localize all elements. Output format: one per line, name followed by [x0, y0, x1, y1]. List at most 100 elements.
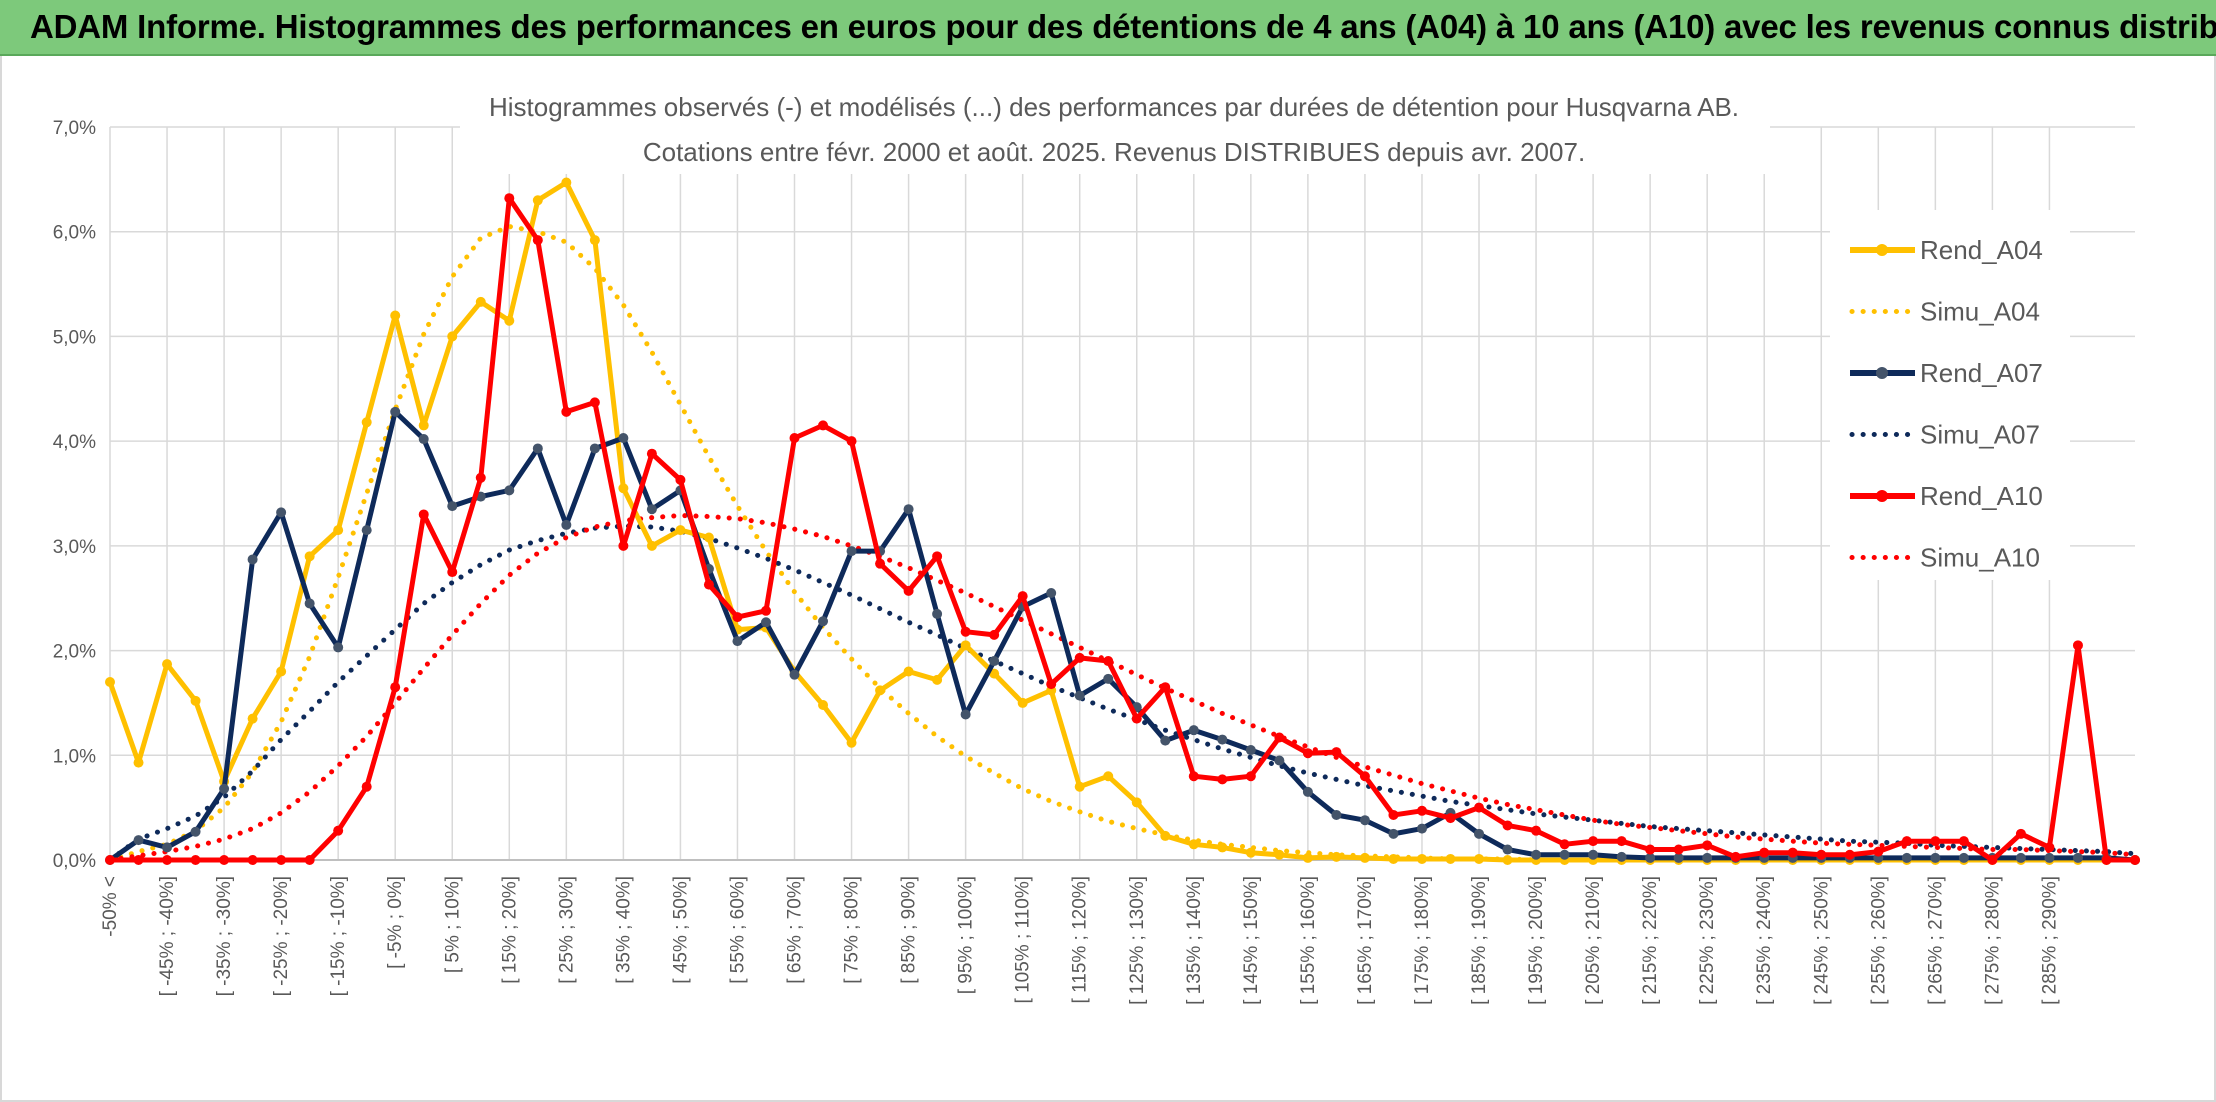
chart-series [105, 177, 2140, 865]
legend-marker [1876, 367, 1888, 379]
data-point [190, 855, 201, 865]
data-point [1502, 820, 1513, 831]
data-point [247, 855, 258, 865]
data-point [1702, 852, 1713, 863]
data-point [1388, 809, 1399, 820]
data-point [1245, 847, 1256, 858]
data-point [1673, 844, 1684, 855]
data-point [2072, 640, 2083, 651]
x-tick-label: [ -45% ; -40%] [157, 876, 178, 996]
data-point [1074, 781, 1085, 792]
legend-entry-rend-a04: Rend_A04 [1850, 235, 2043, 265]
data-point [1245, 771, 1256, 782]
data-point [105, 676, 115, 687]
data-point [247, 554, 258, 565]
data-point [1702, 840, 1713, 851]
x-axis: -50% < [ -45% ; -40%] [ -35% ; -30%] [ -25%… [100, 859, 2135, 1005]
data-point [960, 626, 971, 637]
series-simu-a07 [107, 523, 2138, 863]
y-tick-label: 3,0% [53, 537, 96, 558]
data-point [703, 532, 714, 543]
data-point [1844, 849, 1855, 860]
data-point [2044, 842, 2055, 853]
data-point [504, 315, 515, 326]
y-tick-label: 0,0% [53, 851, 96, 872]
data-point [475, 296, 486, 307]
data-point [1559, 849, 1570, 860]
y-tick-label: 7,0% [53, 118, 96, 139]
data-point [162, 842, 173, 853]
chart-title: Histogrammes observés (-) et modélisés (… [489, 92, 1739, 122]
legend-label: Rend_A10 [1920, 481, 2043, 511]
data-point [1474, 828, 1485, 839]
data-point [1046, 679, 1057, 690]
x-tick-label: [ -5% ; 0%] [385, 876, 406, 969]
data-point [1074, 652, 1085, 663]
data-point [1245, 745, 1256, 756]
data-point [333, 825, 344, 836]
data-point [1445, 853, 1456, 864]
data-point [561, 406, 572, 417]
data-point [105, 855, 115, 865]
legend-marker [1876, 490, 1888, 502]
x-tick-label: [ 25% ; 30%] [556, 876, 577, 984]
data-point [504, 193, 515, 204]
data-point [989, 656, 1000, 667]
data-point [390, 406, 401, 417]
data-point [2130, 855, 2140, 865]
legend-entry-simu-a10: Simu_A10 [1849, 543, 2040, 573]
series-simu-a10 [107, 512, 2138, 863]
data-point [1987, 855, 1998, 865]
data-point [760, 617, 771, 628]
data-point [418, 420, 429, 431]
data-point [1160, 830, 1171, 841]
y-axis: 0,0% 1,0% 2,0% 3,0% 4,0% 5,0% 6,0% 7,0% [53, 118, 96, 872]
data-point [133, 835, 144, 846]
data-point [1645, 852, 1656, 863]
data-point [1217, 734, 1228, 745]
x-tick-label: [ 45% ; 50%] [670, 876, 691, 984]
legend-entry-simu-a07: Simu_A07 [1849, 420, 2040, 450]
x-tick-label: [ 115% ; 120%] [1070, 876, 1091, 1003]
x-tick-label: [ 275% ; 280%] [1982, 876, 2003, 1005]
x-tick-label: [ 175% ; 180%] [1412, 876, 1433, 1005]
data-point [1302, 748, 1313, 759]
x-tick-label: [ -35% ; -30%] [214, 876, 235, 996]
data-point [1502, 855, 1513, 865]
data-point [1388, 853, 1399, 864]
x-tick-label: [ 185% ; 190%] [1469, 876, 1490, 1005]
data-point [1958, 852, 1969, 863]
data-point [618, 483, 629, 494]
x-tick-label: [ 245% ; 250%] [1811, 876, 1832, 1005]
data-point [618, 433, 629, 444]
data-point [2015, 852, 2026, 863]
legend-label: Simu_A07 [1920, 420, 2040, 450]
data-point [361, 525, 372, 536]
data-point [1160, 682, 1171, 693]
data-point [447, 567, 458, 578]
x-tick-label: [ 15% ; 20%] [499, 876, 520, 984]
data-point [960, 709, 971, 720]
data-point [1103, 673, 1114, 684]
report-title: ADAM Informe. Histogrammes des performan… [30, 8, 2216, 45]
data-point [2044, 852, 2055, 863]
data-point [1103, 771, 1114, 782]
x-tick-label: [ 135% ; 140%] [1184, 876, 1205, 1005]
chart-legend: Rend_A04 Simu_A04 Rend_A07 Simu_A07 Rend_A10… [1830, 210, 2070, 580]
data-point [675, 474, 686, 485]
data-point [2072, 852, 2083, 863]
data-point [989, 668, 1000, 679]
data-point [1445, 813, 1456, 824]
series-line-simu-a07 [107, 523, 2138, 863]
data-point [304, 551, 315, 562]
x-tick-label: [ 125% ; 130%] [1127, 876, 1148, 1005]
data-point [1673, 852, 1684, 863]
data-point [1730, 851, 1741, 862]
data-point [589, 235, 600, 246]
data-point [1188, 725, 1199, 736]
data-point [162, 659, 173, 670]
data-point [1474, 802, 1485, 813]
data-point [818, 616, 829, 627]
data-point [732, 636, 743, 647]
x-tick-label: [ 85% ; 90%] [899, 876, 920, 984]
